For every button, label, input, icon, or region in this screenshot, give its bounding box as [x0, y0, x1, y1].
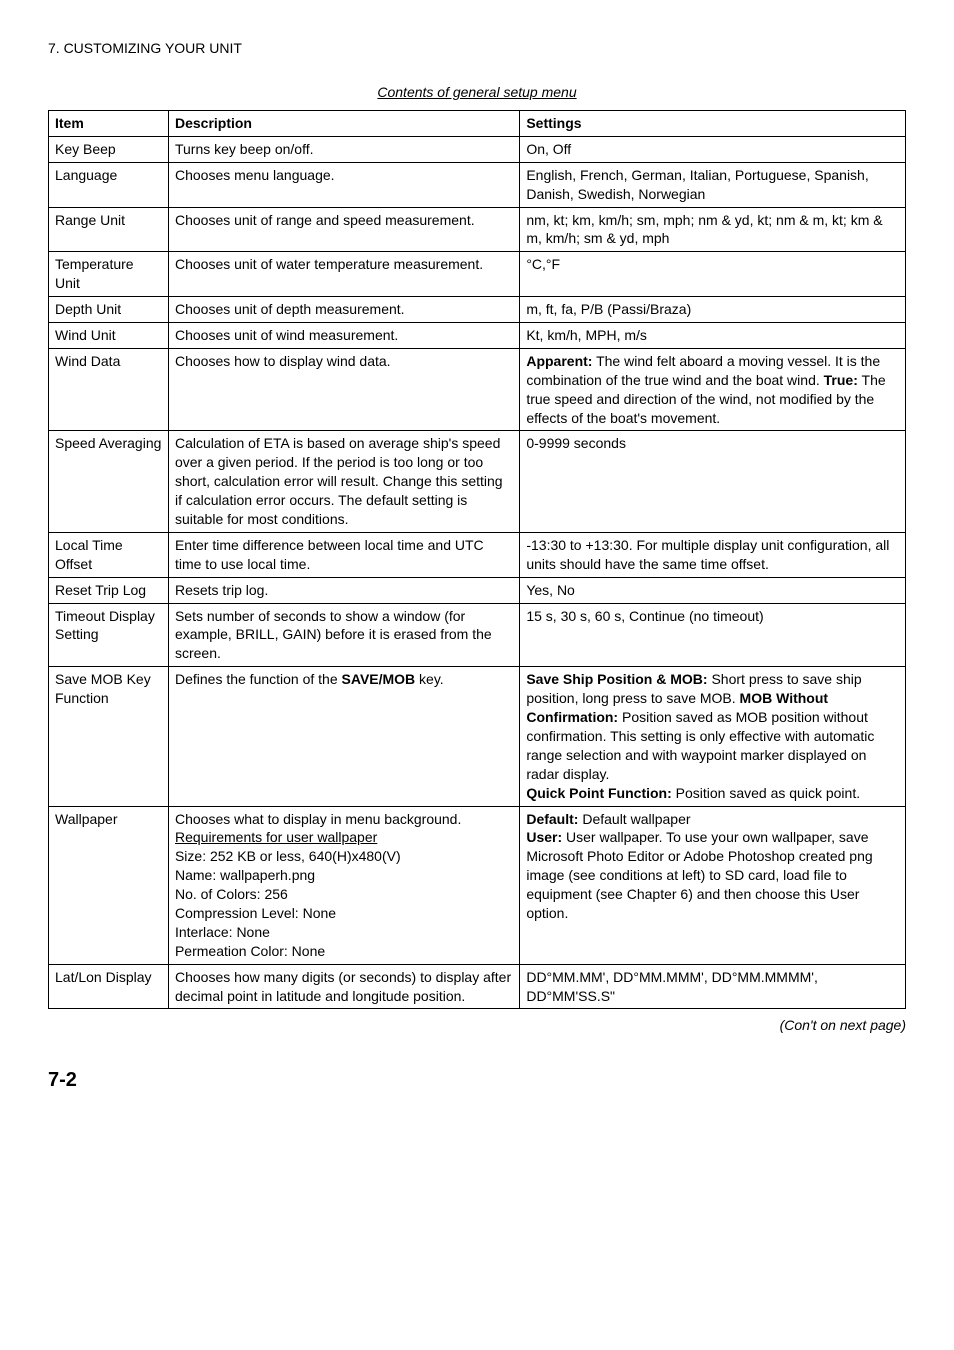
cell-item: Lat/Lon Display: [49, 964, 169, 1009]
cell-description: Sets number of seconds to show a window …: [168, 603, 519, 667]
cell-description: Defines the function of the SAVE/MOB key…: [168, 667, 519, 806]
page-number: 7-2: [48, 1069, 906, 1092]
setup-menu-table: Item Description Settings Key BeepTurns …: [48, 110, 906, 1009]
cell-description: Chooses menu language.: [168, 162, 519, 207]
cell-settings: °C,°F: [520, 252, 906, 297]
cell-settings: m, ft, fa, P/B (Passi/Braza): [520, 297, 906, 323]
section-header: 7. CUSTOMIZING YOUR UNIT: [48, 40, 906, 56]
cell-item: Local Time Offset: [49, 532, 169, 577]
cell-item: Language: [49, 162, 169, 207]
cell-settings: Kt, km/h, MPH, m/s: [520, 323, 906, 349]
table-caption: Contents of general setup menu: [48, 84, 906, 100]
cell-item: Range Unit: [49, 207, 169, 252]
col-item: Item: [49, 111, 169, 137]
table-row: Speed AveragingCalculation of ETA is bas…: [49, 431, 906, 532]
cell-description: Chooses unit of wind measurement.: [168, 323, 519, 349]
cell-description: Chooses unit of depth measurement.: [168, 297, 519, 323]
table-row: Lat/Lon DisplayChooses how many digits (…: [49, 964, 906, 1009]
cell-settings: Apparent: The wind felt aboard a moving …: [520, 348, 906, 431]
cell-settings: Yes, No: [520, 577, 906, 603]
cell-item: Depth Unit: [49, 297, 169, 323]
cell-settings: 0-9999 seconds: [520, 431, 906, 532]
table-row: Local Time OffsetEnter time difference b…: [49, 532, 906, 577]
col-description: Description: [168, 111, 519, 137]
table-row: WallpaperChooses what to display in menu…: [49, 806, 906, 964]
table-row: Key BeepTurns key beep on/off.On, Off: [49, 136, 906, 162]
table-row: Timeout Display SettingSets number of se…: [49, 603, 906, 667]
table-header-row: Item Description Settings: [49, 111, 906, 137]
table-row: Range UnitChooses unit of range and spee…: [49, 207, 906, 252]
cell-settings: -13:30 to +13:30. For multiple display u…: [520, 532, 906, 577]
table-row: Depth UnitChooses unit of depth measurem…: [49, 297, 906, 323]
cell-item: Save MOB Key Function: [49, 667, 169, 806]
cell-description: Chooses how to display wind data.: [168, 348, 519, 431]
cell-item: Wind Unit: [49, 323, 169, 349]
cell-description: Chooses how many digits (or seconds) to …: [168, 964, 519, 1009]
col-settings: Settings: [520, 111, 906, 137]
cell-item: Speed Averaging: [49, 431, 169, 532]
table-row: Wind UnitChooses unit of wind measuremen…: [49, 323, 906, 349]
cell-item: Wind Data: [49, 348, 169, 431]
cell-description: Chooses what to display in menu backgrou…: [168, 806, 519, 964]
cell-item: Reset Trip Log: [49, 577, 169, 603]
table-row: Temperature UnitChooses unit of water te…: [49, 252, 906, 297]
cell-settings: Save Ship Position & MOB: Short press to…: [520, 667, 906, 806]
cell-description: Chooses unit of water temperature measur…: [168, 252, 519, 297]
cell-item: Temperature Unit: [49, 252, 169, 297]
table-row: Wind DataChooses how to display wind dat…: [49, 348, 906, 431]
continuation-note: (Con't on next page): [48, 1017, 906, 1033]
cell-settings: Default: Default wallpaperUser: User wal…: [520, 806, 906, 964]
table-row: Reset Trip LogResets trip log.Yes, No: [49, 577, 906, 603]
cell-description: Calculation of ETA is based on average s…: [168, 431, 519, 532]
cell-settings: On, Off: [520, 136, 906, 162]
table-row: Save MOB Key FunctionDefines the functio…: [49, 667, 906, 806]
cell-settings: 15 s, 30 s, 60 s, Continue (no timeout): [520, 603, 906, 667]
table-row: LanguageChooses menu language.English, F…: [49, 162, 906, 207]
cell-item: Wallpaper: [49, 806, 169, 964]
cell-description: Turns key beep on/off.: [168, 136, 519, 162]
cell-settings: nm, kt; km, km/h; sm, mph; nm & yd, kt; …: [520, 207, 906, 252]
cell-description: Resets trip log.: [168, 577, 519, 603]
cell-description: Enter time difference between local time…: [168, 532, 519, 577]
cell-item: Key Beep: [49, 136, 169, 162]
cell-description: Chooses unit of range and speed measurem…: [168, 207, 519, 252]
cell-settings: English, French, German, Italian, Portug…: [520, 162, 906, 207]
cell-settings: DD°MM.MM', DD°MM.MMM', DD°MM.MMMM', DD°M…: [520, 964, 906, 1009]
cell-item: Timeout Display Setting: [49, 603, 169, 667]
